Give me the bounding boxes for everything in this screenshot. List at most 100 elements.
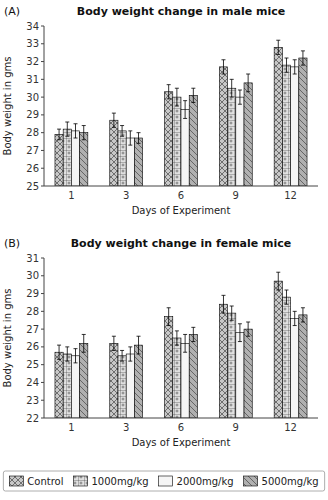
bar xyxy=(80,343,88,418)
error-bar xyxy=(293,311,297,325)
y-axis xyxy=(44,26,45,186)
y-tick-label: 28 xyxy=(26,306,39,317)
error-bar xyxy=(238,324,242,342)
error-cap xyxy=(191,327,195,328)
y-tick xyxy=(41,150,44,151)
bar xyxy=(173,338,181,418)
error-cap xyxy=(65,136,69,137)
error-bar xyxy=(301,308,305,322)
error-bar xyxy=(246,74,250,92)
y-tick-label: 31 xyxy=(26,74,39,85)
error-cap xyxy=(183,100,187,101)
bar xyxy=(181,343,189,418)
error-cap xyxy=(191,88,195,89)
bar xyxy=(118,356,126,418)
error-cap xyxy=(230,79,234,80)
error-cap xyxy=(112,113,116,114)
error-cap xyxy=(128,145,132,146)
error-stem xyxy=(286,290,287,304)
error-cap xyxy=(128,130,132,131)
legend-label: 1000mg/kg xyxy=(92,476,149,487)
error-cap xyxy=(120,361,124,362)
bar xyxy=(118,131,126,186)
y-tick-label: 33 xyxy=(26,38,39,49)
bar xyxy=(228,313,236,418)
error-bar xyxy=(221,295,225,313)
error-stem xyxy=(138,336,139,354)
error-cap xyxy=(276,54,280,55)
error-cap xyxy=(284,290,288,291)
bar xyxy=(274,47,282,186)
error-cap xyxy=(191,341,195,342)
legend-item: Control xyxy=(9,476,63,487)
bar xyxy=(244,329,252,418)
error-cap xyxy=(137,354,141,355)
y-tick xyxy=(41,26,44,27)
figure: 25262728293031323334136912Days of Experi… xyxy=(0,0,328,500)
error-cap xyxy=(276,40,280,41)
legend-swatch xyxy=(74,476,88,486)
error-stem xyxy=(193,327,194,341)
error-bar xyxy=(246,322,250,336)
y-label: Body weight in gms xyxy=(2,57,13,156)
bar xyxy=(181,110,189,186)
error-cap xyxy=(183,352,187,353)
error-cap xyxy=(183,334,187,335)
error-cap xyxy=(128,361,132,362)
legend: Control1000mg/kg2000mg/kg5000mg/kg xyxy=(3,471,324,491)
y-tick xyxy=(41,364,44,365)
error-cap xyxy=(120,350,124,351)
error-bar xyxy=(238,90,242,104)
error-cap xyxy=(137,132,141,133)
error-cap xyxy=(74,123,78,124)
bar xyxy=(126,138,134,186)
y-tick-label: 27 xyxy=(26,145,39,156)
y-tick-label: 30 xyxy=(26,270,39,281)
y-tick-label: 23 xyxy=(26,395,39,406)
bar xyxy=(134,138,142,186)
error-cap xyxy=(293,325,297,326)
error-stem xyxy=(59,129,60,140)
error-stem xyxy=(278,272,279,290)
y-tick xyxy=(41,258,44,259)
error-bar xyxy=(57,345,61,359)
error-cap xyxy=(221,295,225,296)
error-bar xyxy=(230,306,234,320)
bar xyxy=(55,134,63,186)
y-tick-label: 29 xyxy=(26,109,39,120)
error-cap xyxy=(65,122,69,123)
error-bar xyxy=(221,60,225,74)
panel-label: (A) xyxy=(4,5,20,18)
error-cap xyxy=(175,88,179,89)
error-cap xyxy=(230,320,234,321)
error-cap xyxy=(74,362,78,363)
y-tick-label: 26 xyxy=(26,163,39,174)
error-bar xyxy=(175,88,179,106)
error-cap xyxy=(221,313,225,314)
y-tick-label: 34 xyxy=(26,21,39,32)
y-tick xyxy=(41,293,44,294)
bar xyxy=(134,345,142,418)
error-stem xyxy=(113,113,114,127)
y-tick xyxy=(41,186,44,187)
error-bar xyxy=(137,336,141,354)
error-stem xyxy=(113,336,114,350)
y-tick-label: 30 xyxy=(26,92,39,103)
chart: 25262728293031323334136912Days of Experi… xyxy=(2,5,318,216)
error-cap xyxy=(284,304,288,305)
bar xyxy=(219,304,227,418)
error-bar xyxy=(74,124,78,138)
error-cap xyxy=(82,139,86,140)
error-cap xyxy=(221,74,225,75)
error-stem xyxy=(83,126,84,140)
error-stem xyxy=(223,60,224,74)
y-tick-label: 25 xyxy=(26,359,39,370)
bar xyxy=(244,83,252,186)
error-cap xyxy=(175,345,179,346)
y-tick xyxy=(41,97,44,98)
error-bar xyxy=(128,347,132,361)
y-tick xyxy=(41,311,44,312)
error-bar xyxy=(284,58,288,72)
y-tick-label: 28 xyxy=(26,127,39,138)
error-cap xyxy=(57,359,61,360)
